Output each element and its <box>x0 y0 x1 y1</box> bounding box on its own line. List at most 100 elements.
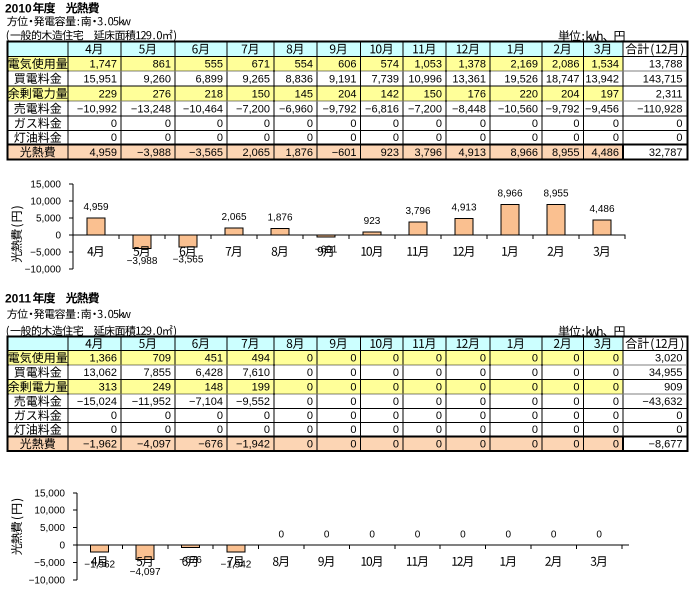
svg-text:0: 0 <box>551 530 557 541</box>
svg-text:13,942: 13,942 <box>585 74 619 86</box>
svg-text:909: 909 <box>664 382 682 394</box>
svg-text:9,265: 9,265 <box>242 74 270 86</box>
svg-text:−10,000: −10,000 <box>29 575 66 586</box>
svg-text:−4,097: −4,097 <box>137 439 171 451</box>
svg-text:3,796: 3,796 <box>405 206 430 217</box>
svg-text:4,913: 4,913 <box>458 147 486 159</box>
svg-text:574: 574 <box>381 59 399 71</box>
svg-text:229: 229 <box>99 89 117 101</box>
svg-text:−5,000: −5,000 <box>34 558 65 569</box>
svg-text:5,000: 5,000 <box>36 214 61 225</box>
svg-text:2,065: 2,065 <box>242 147 270 159</box>
svg-text:0: 0 <box>573 424 579 436</box>
svg-text:−6,816: −6,816 <box>365 104 399 116</box>
svg-text:0: 0 <box>393 353 399 365</box>
svg-text:−110,928: −110,928 <box>637 104 682 116</box>
svg-text:142: 142 <box>381 89 399 101</box>
svg-text:0: 0 <box>613 132 619 144</box>
svg-text:0: 0 <box>350 410 356 422</box>
svg-text:0: 0 <box>307 118 313 130</box>
svg-text:−11,952: −11,952 <box>132 396 171 408</box>
svg-text:−43,632: −43,632 <box>642 396 682 408</box>
svg-text:606: 606 <box>338 59 356 71</box>
svg-text:0: 0 <box>165 132 171 144</box>
svg-text:0: 0 <box>436 132 442 144</box>
svg-text:0: 0 <box>350 132 356 144</box>
svg-text:0: 0 <box>165 424 171 436</box>
svg-text:0: 0 <box>613 353 619 365</box>
svg-text:0: 0 <box>264 132 270 144</box>
svg-text:0: 0 <box>436 410 442 422</box>
svg-text:0: 0 <box>369 530 375 541</box>
svg-text:0: 0 <box>393 424 399 436</box>
svg-text:6,899: 6,899 <box>195 74 223 86</box>
svg-text:5,000: 5,000 <box>40 523 65 534</box>
svg-text:−6,960: −6,960 <box>279 104 313 116</box>
svg-text:0: 0 <box>573 439 579 451</box>
svg-text:0: 0 <box>506 530 512 541</box>
svg-text:−10,000: −10,000 <box>25 265 62 276</box>
svg-text:2,065: 2,065 <box>221 212 246 223</box>
svg-text:19,526: 19,526 <box>504 74 538 86</box>
svg-text:0: 0 <box>350 118 356 130</box>
svg-text:218: 218 <box>205 89 223 101</box>
svg-text:0: 0 <box>480 132 486 144</box>
svg-text:−9,456: −9,456 <box>585 104 619 116</box>
svg-text:−13,248: −13,248 <box>131 104 171 116</box>
svg-text:0: 0 <box>350 424 356 436</box>
svg-text:0: 0 <box>596 530 602 541</box>
svg-text:0: 0 <box>436 396 442 408</box>
svg-text:0: 0 <box>279 530 285 541</box>
svg-text:3,020: 3,020 <box>655 353 683 365</box>
svg-text:861: 861 <box>153 59 171 71</box>
svg-text:0: 0 <box>573 410 579 422</box>
svg-text:0: 0 <box>264 424 270 436</box>
svg-text:148: 148 <box>205 382 223 394</box>
svg-text:0: 0 <box>460 530 466 541</box>
svg-text:199: 199 <box>252 382 270 394</box>
svg-text:0: 0 <box>393 132 399 144</box>
svg-text:0: 0 <box>393 439 399 451</box>
svg-text:0: 0 <box>480 424 486 436</box>
svg-text:4,959: 4,959 <box>89 147 117 159</box>
svg-text:145: 145 <box>295 89 313 101</box>
svg-text:0: 0 <box>111 132 117 144</box>
svg-text:1,378: 1,378 <box>458 59 486 71</box>
svg-text:0: 0 <box>436 353 442 365</box>
svg-text:150: 150 <box>252 89 270 101</box>
svg-text:15,000: 15,000 <box>30 180 61 191</box>
svg-text:−10,992: −10,992 <box>77 104 117 116</box>
svg-text:4,913: 4,913 <box>451 202 476 213</box>
svg-text:−3,565: −3,565 <box>173 255 204 266</box>
svg-text:−8,448: −8,448 <box>452 104 486 116</box>
svg-text:0: 0 <box>532 410 538 422</box>
svg-text:1,053: 1,053 <box>414 59 442 71</box>
svg-text:−676: −676 <box>198 439 223 451</box>
svg-text:−7,104: −7,104 <box>189 396 223 408</box>
svg-text:13,788: 13,788 <box>649 59 683 71</box>
svg-text:34,955: 34,955 <box>649 367 683 379</box>
svg-text:0: 0 <box>480 410 486 422</box>
svg-text:0: 0 <box>264 410 270 422</box>
svg-text:13,361: 13,361 <box>452 74 486 86</box>
svg-text:150: 150 <box>424 89 442 101</box>
svg-text:−7,200: −7,200 <box>408 104 442 116</box>
svg-text:0: 0 <box>613 424 619 436</box>
svg-text:−3,988: −3,988 <box>127 256 158 267</box>
svg-text:8,966: 8,966 <box>497 189 522 200</box>
svg-text:0: 0 <box>532 367 538 379</box>
svg-text:0: 0 <box>532 132 538 144</box>
svg-text:2,086: 2,086 <box>552 59 580 71</box>
svg-text:0: 0 <box>307 424 313 436</box>
svg-text:0: 0 <box>393 367 399 379</box>
svg-text:15,000: 15,000 <box>34 488 65 499</box>
svg-text:0: 0 <box>573 382 579 394</box>
svg-text:0: 0 <box>573 132 579 144</box>
svg-text:0: 0 <box>436 424 442 436</box>
svg-text:−8,677: −8,677 <box>649 439 683 451</box>
svg-text:15,951: 15,951 <box>83 74 117 86</box>
svg-text:0: 0 <box>573 396 579 408</box>
svg-text:923: 923 <box>364 216 381 227</box>
svg-text:0: 0 <box>480 382 486 394</box>
svg-text:0: 0 <box>676 132 682 144</box>
